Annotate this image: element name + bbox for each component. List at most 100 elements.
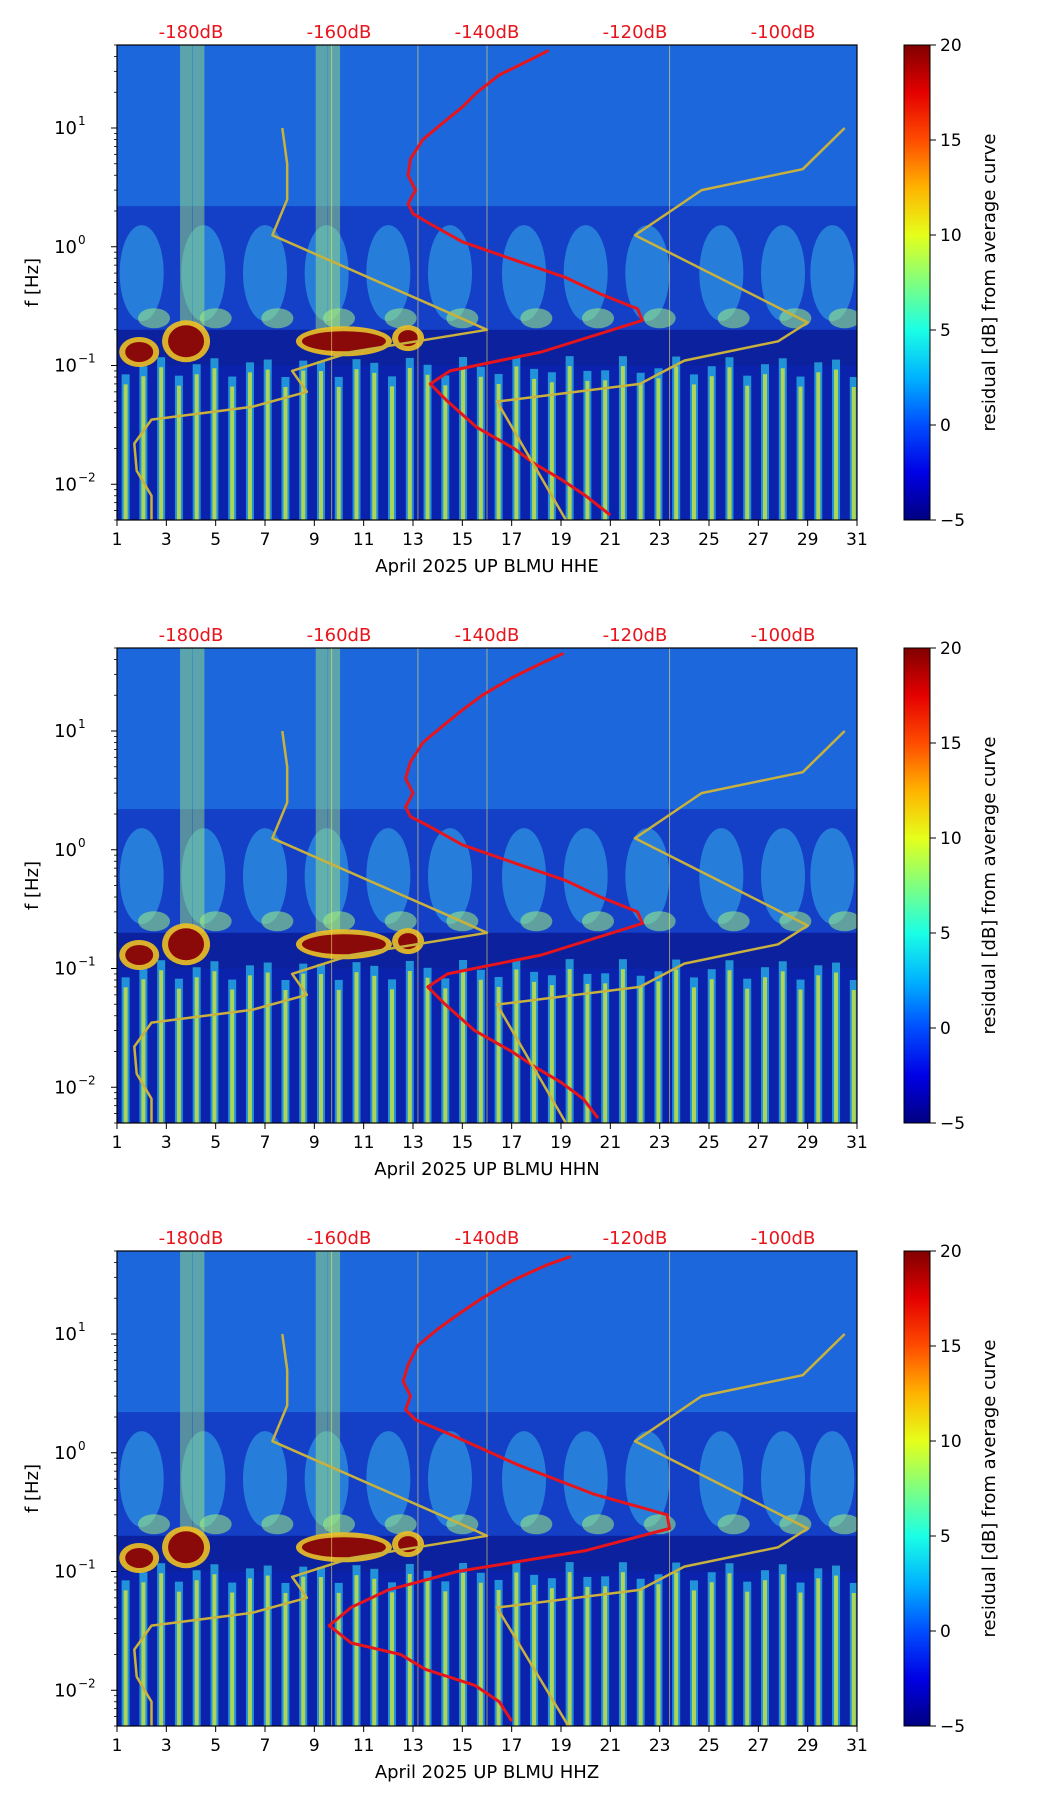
colorbar-label: residual [dB] from average curve (979, 1339, 1000, 1637)
noise-model-curve (495, 127, 846, 520)
x-tick-label: 27 (748, 530, 770, 550)
x-tick-label: 15 (452, 1133, 474, 1153)
y-tick-exponent: 1 (78, 1320, 86, 1334)
colorbar-tick-label: 20 (940, 639, 962, 659)
colorbar-tick-label: 0 (940, 1622, 951, 1642)
colorbar-tick-label: 5 (940, 924, 951, 944)
y-axis-label: f [Hz] (22, 1464, 43, 1513)
x-tick-label: 25 (698, 1133, 720, 1153)
db-scale-label: -160dB (307, 22, 372, 43)
psd-curve (327, 1254, 671, 1722)
x-tick-label: 29 (797, 1736, 819, 1756)
spectrogram-panel-hhe: -180dB -160dB -140dB -120dB -100dB 1 3 5 7 9 11 13 1… (0, 0, 1052, 600)
colorbar-tick-label: 0 (940, 416, 951, 436)
db-scale-label: -180dB (159, 22, 224, 43)
x-tick-label: 11 (353, 1133, 375, 1153)
db-scale-label: -100dB (751, 1228, 816, 1249)
colorbar-tick-label: 20 (940, 1242, 962, 1262)
x-tick-label: 1 (112, 530, 123, 550)
x-tick-label: 13 (402, 1736, 424, 1756)
x-tick-label: 7 (260, 1736, 271, 1756)
x-tick-label: 5 (210, 1133, 221, 1153)
x-tick-label: 27 (748, 1736, 770, 1756)
x-tick-label: 9 (309, 530, 320, 550)
y-tick-label: 10 (54, 237, 77, 258)
x-tick-label: 21 (600, 530, 622, 550)
x-tick-label: 19 (550, 1133, 572, 1153)
colorbar-tick-label: −5 (940, 511, 965, 531)
colorbar-tick-label: 15 (940, 131, 962, 151)
y-tick-label: 10 (54, 1443, 77, 1464)
x-tick-label: 25 (698, 1736, 720, 1756)
colorbar-tick-label: 5 (940, 321, 951, 341)
y-tick-exponent: 0 (78, 1439, 86, 1453)
spectrogram-heatmap (117, 1251, 857, 1726)
noise-model-curve (495, 1333, 846, 1726)
x-tick-label: 1 (112, 1133, 123, 1153)
x-tick-label: 3 (161, 1133, 172, 1153)
y-tick-label: 10 (54, 356, 77, 377)
y-tick-label: 10 (54, 959, 77, 980)
x-tick-label: 31 (846, 1736, 868, 1756)
x-tick-label: 11 (353, 530, 375, 550)
x-tick-label: 9 (309, 1133, 320, 1153)
x-tick-label: 11 (353, 1736, 375, 1756)
x-axis-label: April 2025 UP BLMU HHZ (375, 1762, 599, 1783)
colorbar-tick-label: 15 (940, 734, 962, 754)
colorbar-tick-label: 15 (940, 1337, 962, 1357)
y-tick-label: 10 (54, 1324, 77, 1345)
db-scale-label: -100dB (751, 625, 816, 646)
noise-model-curve (133, 127, 489, 520)
db-scale-label: -120dB (603, 22, 668, 43)
x-tick-label: 5 (210, 1736, 221, 1756)
colorbar-label: residual [dB] from average curve (979, 736, 1000, 1034)
x-tick-label: 3 (161, 1736, 172, 1756)
x-tick-label: 21 (600, 1736, 622, 1756)
x-tick-label: 13 (402, 530, 424, 550)
noise-model-curve (133, 1333, 489, 1726)
x-tick-label: 17 (501, 1133, 523, 1153)
y-tick-exponent: 0 (78, 233, 86, 247)
x-tick-label: 27 (748, 1133, 770, 1153)
x-tick-label: 15 (452, 530, 474, 550)
x-tick-label: 13 (402, 1133, 424, 1153)
y-tick-label: 10 (54, 1562, 77, 1583)
x-tick-label: 17 (501, 1736, 523, 1756)
x-axis-label: April 2025 UP BLMU HHN (374, 1159, 599, 1180)
x-tick-label: 21 (600, 1133, 622, 1153)
colorbar-tick-label: −5 (940, 1114, 965, 1134)
x-tick-label: 17 (501, 530, 523, 550)
db-scale-label: -120dB (603, 625, 668, 646)
x-tick-label: 19 (550, 530, 572, 550)
spectrogram-panel-hhn: -180dB -160dB -140dB -120dB -100dB 1 3 5 7 9 11 13 1… (0, 603, 1052, 1203)
db-scale-label: -140dB (455, 1228, 520, 1249)
db-scale-label: -140dB (455, 625, 520, 646)
spectrogram-heatmap (117, 45, 857, 520)
noise-model-curve (495, 730, 846, 1123)
y-tick-label: 10 (54, 1680, 77, 1701)
y-tick-exponent: −2 (78, 1676, 96, 1690)
db-scale-label: -180dB (159, 625, 224, 646)
x-tick-label: 1 (112, 1736, 123, 1756)
y-tick-exponent: −1 (78, 1558, 96, 1572)
x-tick-label: 31 (846, 1133, 868, 1153)
psd-curve (404, 652, 644, 1120)
x-tick-label: 5 (210, 530, 221, 550)
x-tick-label: 31 (846, 530, 868, 550)
colorbar-tick-label: −5 (940, 1717, 965, 1737)
colorbar (903, 44, 931, 521)
x-tick-label: 19 (550, 1736, 572, 1756)
y-tick-label: 10 (54, 118, 77, 139)
colorbar-tick-label: 20 (940, 36, 962, 56)
x-tick-label: 29 (797, 530, 819, 550)
y-tick-label: 10 (54, 474, 77, 495)
db-scale-label: -180dB (159, 1228, 224, 1249)
colorbar-tick-label: 10 (940, 226, 962, 246)
y-tick-label: 10 (54, 721, 77, 742)
x-tick-label: 3 (161, 530, 172, 550)
colorbar (903, 647, 931, 1124)
colorbar-tick-label: 10 (940, 1432, 962, 1452)
y-tick-exponent: −2 (78, 470, 96, 484)
x-tick-label: 29 (797, 1133, 819, 1153)
